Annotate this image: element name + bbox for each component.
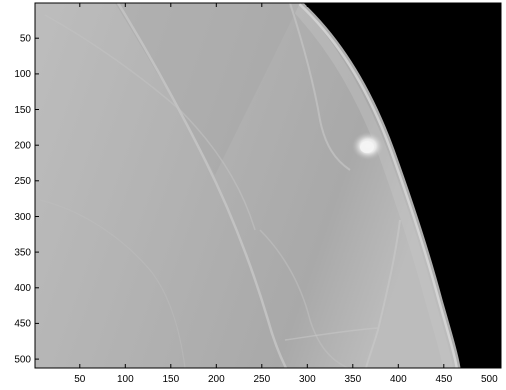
fiber-strand-3 <box>289 3 351 171</box>
tissue-region <box>35 3 458 368</box>
x-tick: 100 <box>117 3 134 385</box>
y-tick: 50 <box>20 34 501 45</box>
y-tick-label: 150 <box>14 105 31 116</box>
tissue-shade-upper <box>115 3 300 175</box>
y-tick-label: 50 <box>20 34 32 45</box>
y-tick: 200 <box>14 141 501 152</box>
y-tick-label: 350 <box>14 247 31 258</box>
y-tick-label: 400 <box>14 283 31 294</box>
x-tick: 250 <box>253 3 271 385</box>
x-tick: 500 <box>481 3 498 385</box>
y-tick-label: 300 <box>14 212 31 223</box>
x-tick: 50 <box>74 3 86 385</box>
tissue-edge-inner <box>288 3 453 368</box>
y-tick: 450 <box>14 319 501 330</box>
x-tick-label: 450 <box>435 374 452 385</box>
x-tick: 450 <box>435 3 453 385</box>
y-tick: 150 <box>14 105 501 116</box>
x-tick: 300 <box>299 3 316 385</box>
x-tick-label: 150 <box>162 374 179 385</box>
mammogram-image <box>35 3 501 368</box>
x-axis: 50 100 150 200 250 300 <box>74 3 498 385</box>
y-tick-label: 500 <box>14 354 31 365</box>
y-tick: 500 <box>14 354 501 365</box>
x-tick-label: 100 <box>117 374 134 385</box>
y-tick: 350 <box>14 247 501 258</box>
bright-spot-core <box>360 141 374 153</box>
fiber-strand-1 <box>116 3 288 368</box>
fiber-strand-5 <box>365 219 401 368</box>
x-tick-label: 400 <box>390 374 407 385</box>
axes-frame <box>34 2 502 369</box>
y-tick-label: 100 <box>14 69 31 80</box>
tissue-edge <box>298 3 461 368</box>
y-tick-label: 450 <box>14 319 31 330</box>
x-tick: 200 <box>208 3 225 385</box>
fiber-strand-4 <box>259 229 349 368</box>
x-tick-label: 350 <box>344 374 361 385</box>
x-tick: 150 <box>162 3 180 385</box>
y-tick: 100 <box>14 69 501 80</box>
y-tick-label: 200 <box>14 141 31 152</box>
x-tick-label: 500 <box>481 374 498 385</box>
y-tick-label: 250 <box>14 176 31 187</box>
y-tick: 400 <box>14 283 501 294</box>
y-tick: 250 <box>14 176 501 187</box>
y-tick: 300 <box>14 212 501 223</box>
x-tick-label: 50 <box>74 374 86 385</box>
y-axis: 50 100 150 200 250 300 <box>14 34 501 365</box>
fiber-strand-2 <box>44 14 256 231</box>
fiber-strand-7 <box>39 199 186 368</box>
x-tick-label: 300 <box>299 374 316 385</box>
x-tick-label: 250 <box>253 374 270 385</box>
fiber-strand-6 <box>284 327 379 341</box>
x-tick-label: 200 <box>208 374 225 385</box>
x-tick: 350 <box>344 3 362 385</box>
x-tick: 400 <box>390 3 407 385</box>
